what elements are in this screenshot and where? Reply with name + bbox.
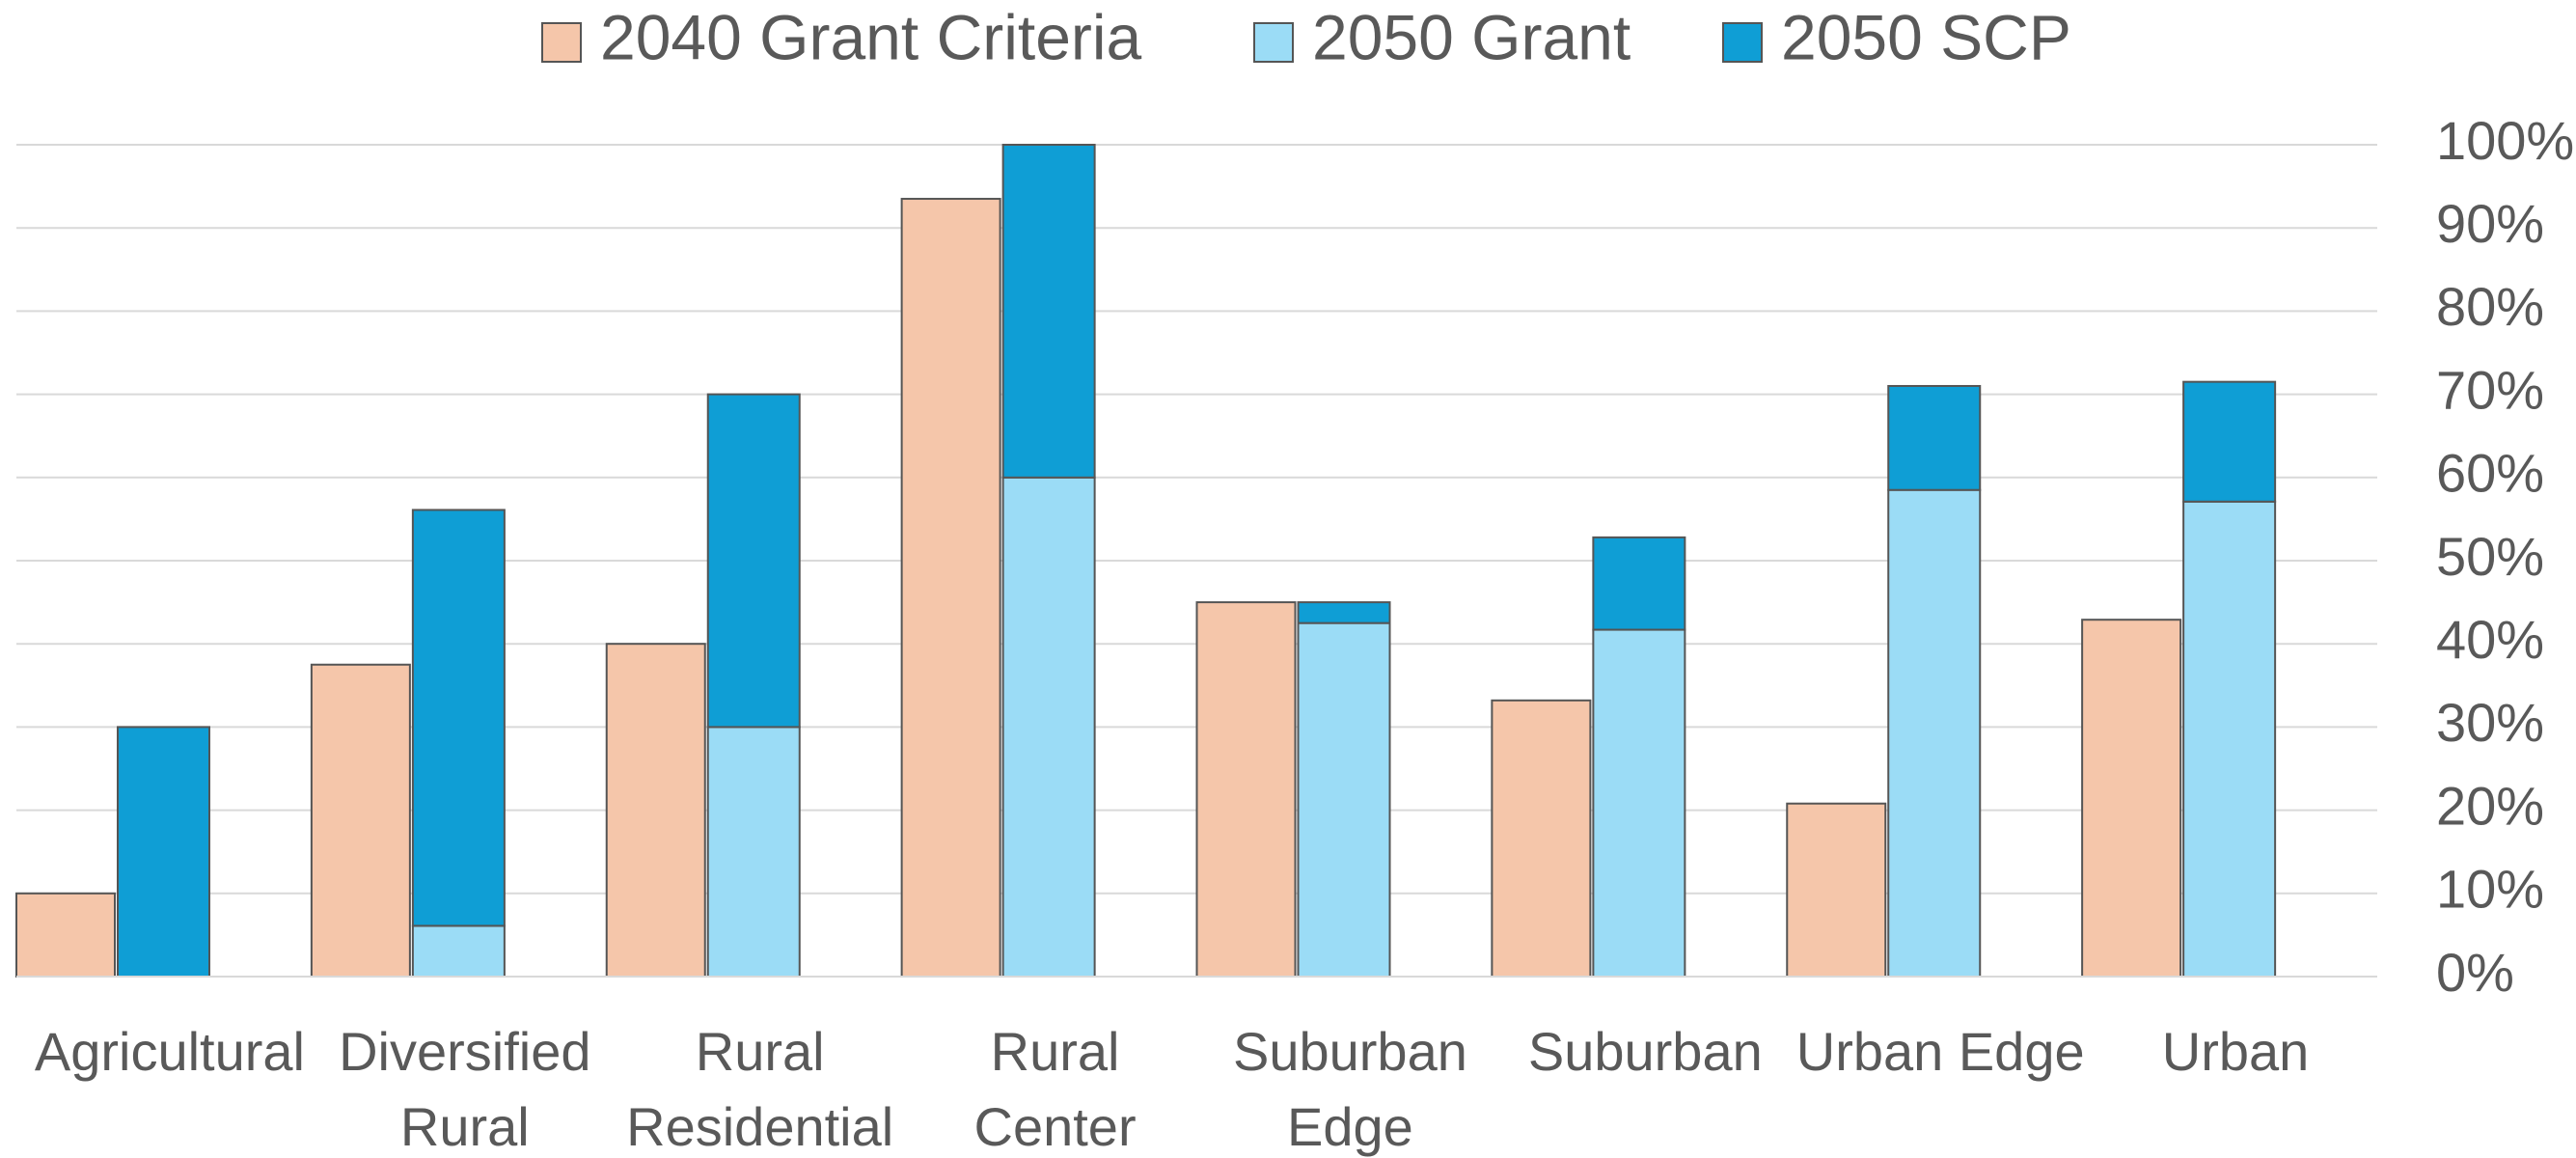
bar [1195,601,1297,978]
x-tick-label: Residential [626,1096,893,1157]
bar [605,643,706,978]
bar [1592,628,1686,979]
bar [1297,601,1391,624]
y-tick-label: 70% [2436,359,2544,420]
y-tick-label: 50% [2436,526,2544,587]
bar [411,509,506,927]
bar [1786,802,1887,978]
bar [1887,488,1982,978]
x-tick-label: Agricultural [35,1021,305,1082]
x-tick-label: Rural [991,1021,1120,1082]
legend-label: 2040 Grant Criteria [600,1,1142,72]
bar [1491,699,1592,978]
x-tick-label: Rural [696,1021,825,1082]
bar [15,892,116,978]
bar [706,393,801,729]
bar [1887,384,1982,491]
bar [1297,621,1391,979]
bar [1001,476,1096,978]
y-tick-label: 100% [2436,110,2574,171]
x-tick-label: Rural [400,1096,530,1157]
legend-swatch [1253,22,1294,63]
bar [900,198,1001,978]
bar [2182,380,2277,503]
bar [117,726,210,979]
bar [2182,500,2277,978]
x-tick-label: Center [974,1096,1137,1157]
bar [706,726,801,979]
y-tick-label: 60% [2436,443,2544,504]
y-tick-label: 20% [2436,775,2544,836]
legend-label: 2050 Grant [1312,1,1631,72]
y-tick-label: 80% [2436,276,2544,337]
y-tick-label: 90% [2436,193,2544,254]
bar [2081,619,2182,979]
legend-swatch [1722,22,1763,63]
x-tick-label: Urban [2162,1021,2310,1082]
legend-label: 2050 SCP [1781,1,2071,72]
bar [1001,144,1096,479]
x-tick-label: Suburban [1528,1021,1763,1082]
y-tick-label: 10% [2436,859,2544,920]
bar [310,663,411,978]
y-tick-label: 40% [2436,609,2544,670]
x-tick-label: Diversified [339,1021,590,1082]
x-tick-label: Urban Edge [1796,1021,2085,1082]
x-tick-label: Edge [1287,1096,1413,1157]
x-tick-label: Suburban [1233,1021,1467,1082]
y-tick-label: 30% [2436,692,2544,753]
bar [1592,536,1686,631]
y-tick-label: 0% [2436,942,2514,1003]
bar [411,924,506,979]
legend-swatch [541,22,582,63]
